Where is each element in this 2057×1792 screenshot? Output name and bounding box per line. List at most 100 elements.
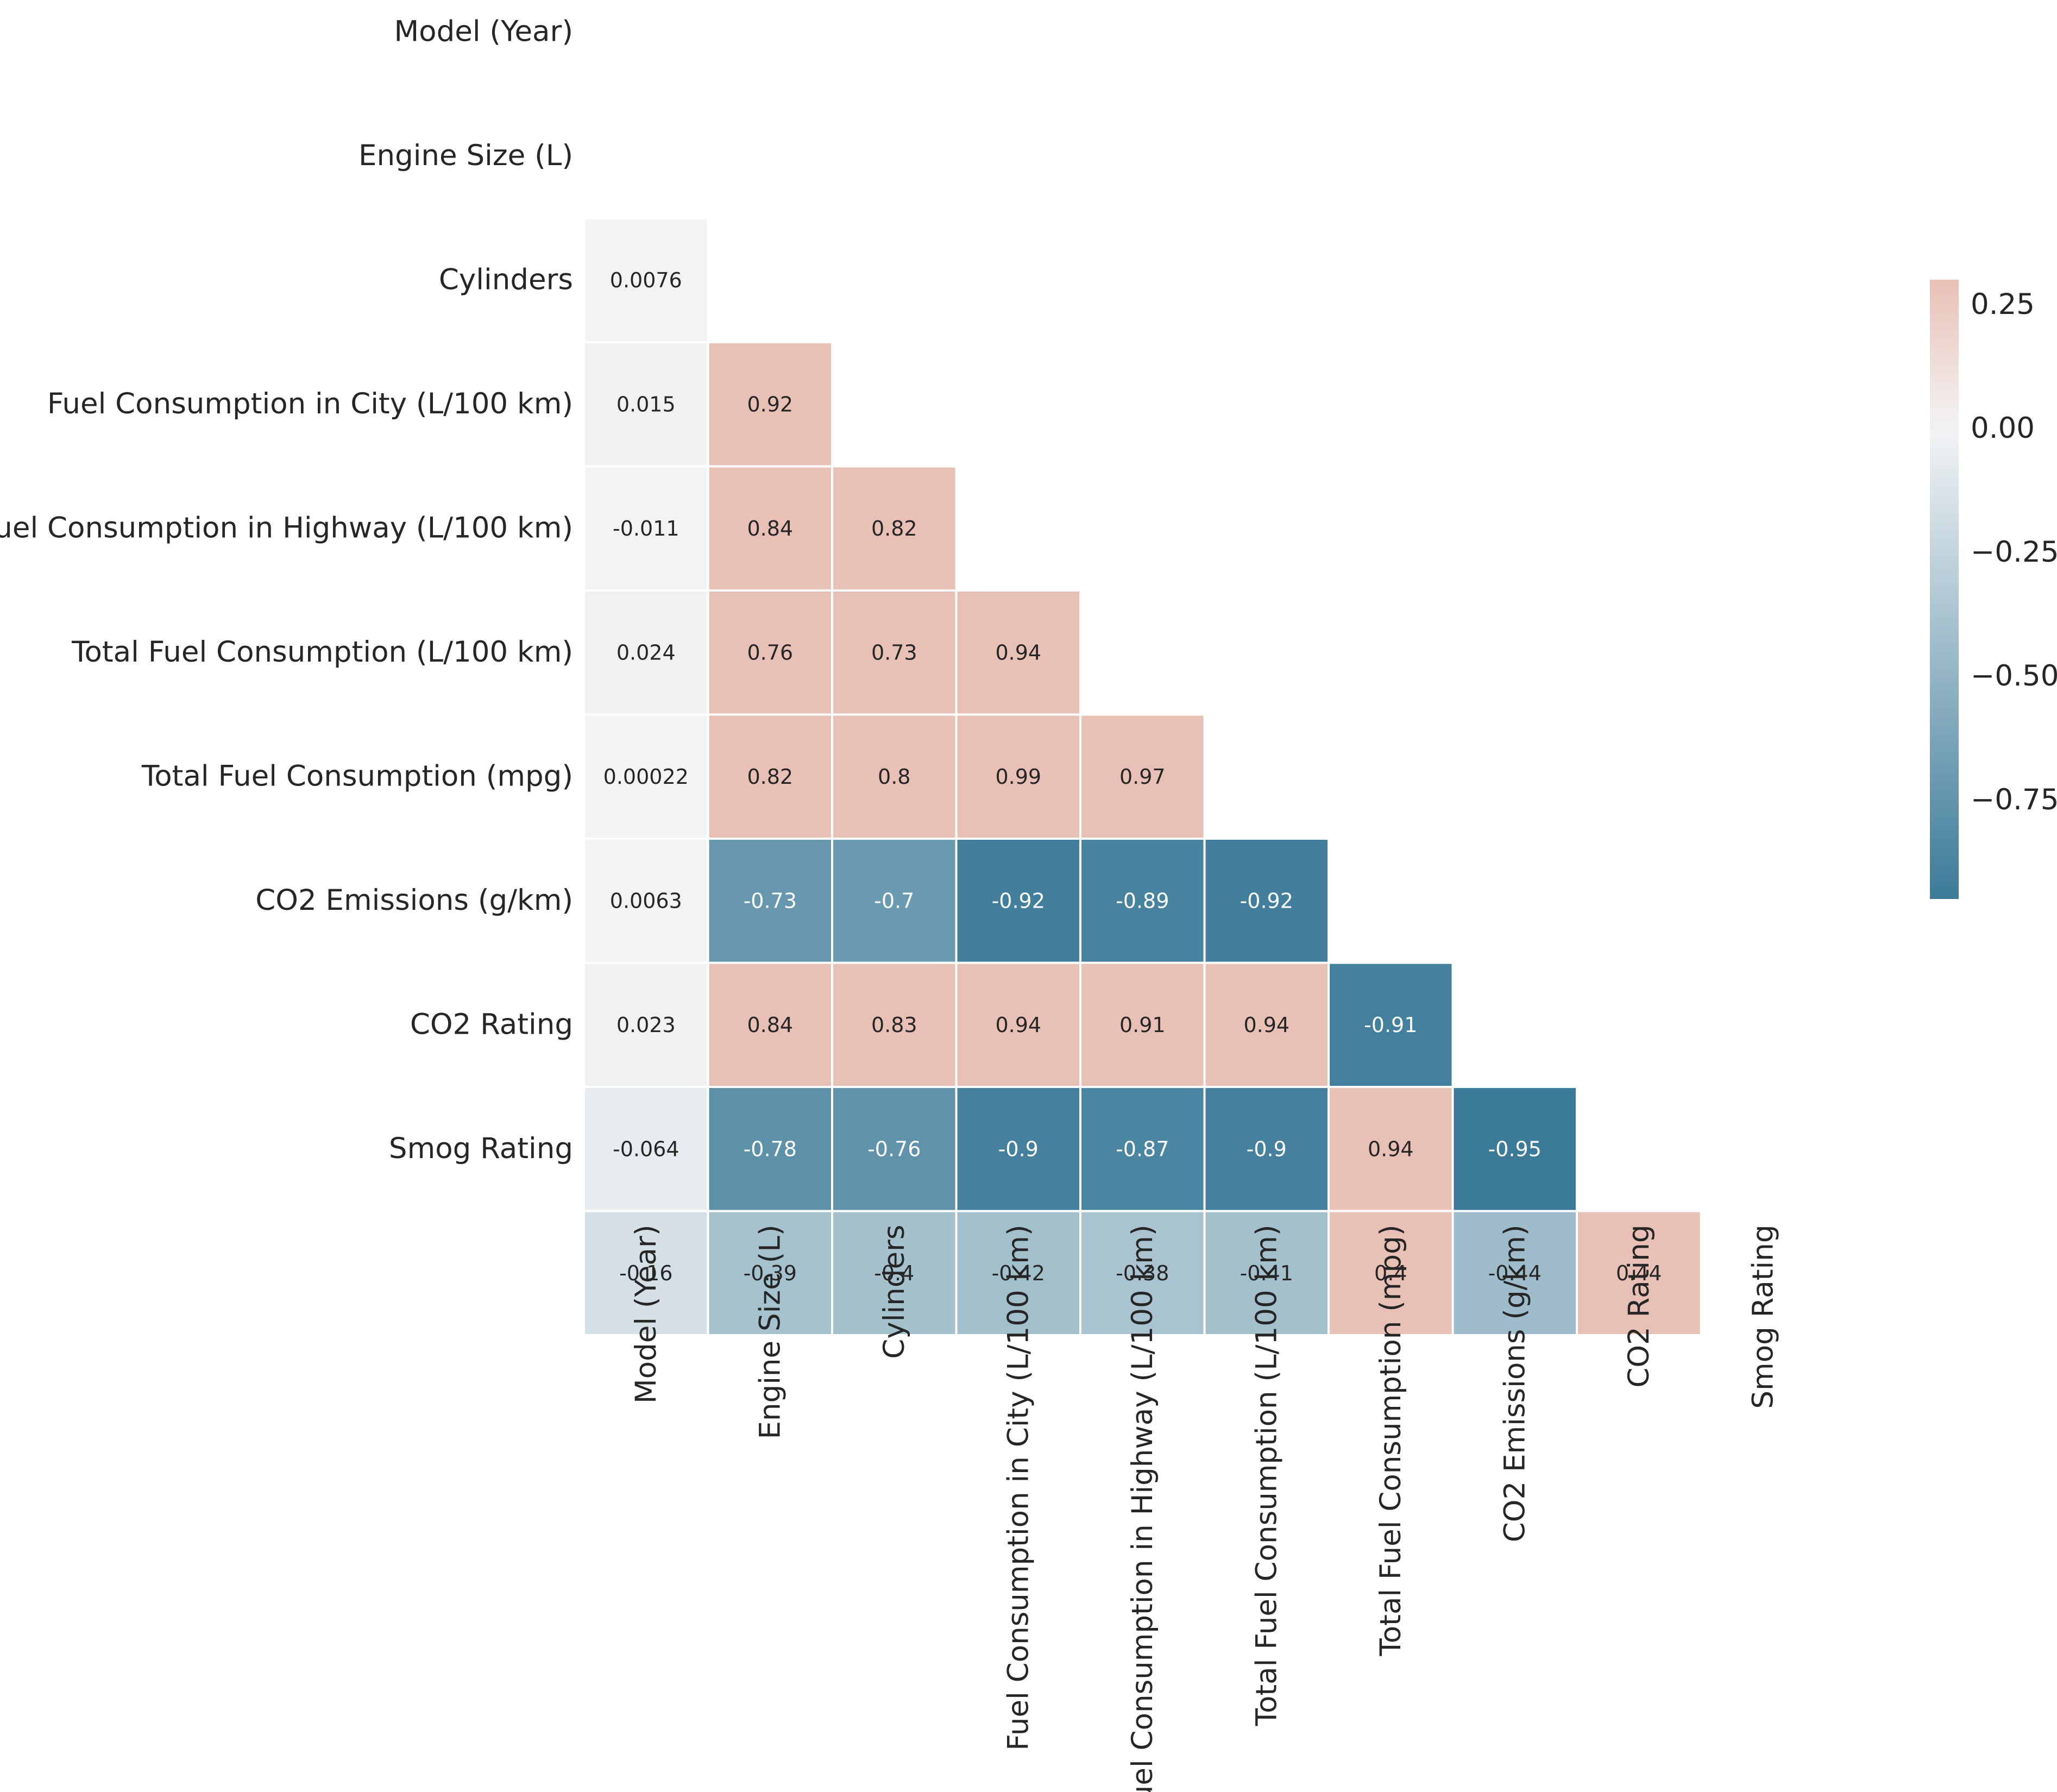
heatmap-cell [1203, 838, 1330, 964]
column-label: Total Fuel Consumption (mpg) [1374, 1225, 1407, 1657]
cell-value-label: -0.42 [992, 1261, 1045, 1285]
row-label: Total Fuel Consumption (mpg) [141, 760, 573, 793]
cell-value-label: 0.82 [871, 517, 917, 540]
cell-value-label: -0.16 [619, 1261, 672, 1285]
cell-value-label: 0.99 [995, 765, 1041, 789]
row-label: Model (Year) [394, 15, 573, 48]
cell-value-label: 0.00022 [603, 765, 689, 789]
cell-value-label: 0.0063 [610, 889, 682, 913]
cell-value-label: -0.4 [874, 1261, 914, 1285]
heatmap-cell [831, 1086, 958, 1212]
heatmap-cell [831, 1210, 958, 1336]
cell-value-label: 0.73 [871, 640, 917, 664]
heatmap-cell [955, 838, 1081, 964]
cell-value-label: -0.38 [1116, 1261, 1169, 1285]
heatmap-cell [1328, 1086, 1454, 1212]
heatmap-cell [583, 961, 709, 1088]
heatmap-cell [707, 589, 833, 716]
cell-value-label: 0.94 [1368, 1137, 1414, 1161]
heatmap-cell [831, 589, 958, 716]
heatmap-cell [583, 1210, 709, 1336]
cell-value-label: -0.39 [744, 1261, 797, 1285]
heatmap-cell [831, 961, 958, 1088]
colorbar-tick-label: 0.25 [1971, 288, 2035, 321]
column-label: Smog Rating [1746, 1225, 1779, 1409]
heatmap-cell [583, 217, 709, 343]
cell-value-label: -0.9 [1247, 1137, 1287, 1161]
cell-value-label: 0.92 [747, 392, 793, 416]
cell-value-label: 0.4 [1374, 1261, 1407, 1285]
heatmap-cell [1451, 1086, 1578, 1212]
heatmap-cell [707, 341, 833, 468]
row-label: Engine Size (L) [358, 139, 573, 172]
cell-value-label: -0.92 [1240, 889, 1293, 913]
cell-value-label: -0.76 [867, 1137, 921, 1161]
cell-value-label: -0.89 [1116, 889, 1169, 913]
column-label: Cylinders [878, 1225, 911, 1359]
heatmap-cell [955, 961, 1081, 1088]
column-label: Fuel Consumption in City (L/100 km) [1002, 1225, 1035, 1751]
heatmap-cell [707, 1210, 833, 1336]
cell-value-label: 0.015 [617, 392, 676, 416]
row-label: CO2 Rating [410, 1008, 573, 1041]
heatmap-cell [955, 713, 1081, 840]
heatmap-cell [707, 838, 833, 964]
heatmap-cell [583, 341, 709, 468]
cell-value-label: -0.87 [1116, 1137, 1169, 1161]
cell-value-label: -0.7 [874, 889, 914, 913]
cell-value-label: 0.44 [1616, 1261, 1662, 1285]
cell-value-label: -0.41 [1240, 1261, 1293, 1285]
row-label: Cylinders [439, 263, 573, 297]
cell-value-label: 0.94 [1243, 1013, 1289, 1037]
heatmap-cell [955, 589, 1081, 716]
cell-value-label: 0.023 [617, 1013, 676, 1037]
row-label: Total Fuel Consumption (L/100 km) [71, 636, 573, 669]
column-label: CO2 Rating [1622, 1225, 1656, 1388]
colorbar-tick-label: −0.25 [1971, 536, 2057, 569]
cell-value-labels: 0.0076 0.015 0.92 -0.011 0.84 0.82 0.024 0.76 0.… [603, 268, 1662, 1285]
cell-value-label: 0.84 [747, 517, 793, 540]
cell-value-label: 0.84 [747, 1013, 793, 1037]
cell-value-label: 0.91 [1119, 1013, 1166, 1037]
cell-value-label: 0.94 [995, 640, 1041, 664]
row-labels: Model (Year) Engine Size (L) Cylinders Fuel… [0, 15, 573, 1166]
heatmap-cell [1328, 1210, 1454, 1336]
column-label: CO2 Emissions (g/km) [1498, 1225, 1531, 1543]
cell-value-label: -0.9 [998, 1137, 1039, 1161]
row-label: Smog Rating [389, 1132, 573, 1165]
heatmap-cell [1451, 1210, 1578, 1336]
heatmap-cell [583, 1086, 709, 1212]
cell-value-label: 0.024 [617, 640, 676, 664]
heatmap-cell [831, 838, 958, 964]
heatmap-cell [707, 1086, 833, 1212]
column-labels: Model (Year) Engine Size (L) Cylinders Fuel… [630, 1225, 1780, 1792]
heatmap-cell [583, 838, 709, 964]
cell-value-label: -0.73 [744, 889, 797, 913]
cell-value-label: 0.83 [871, 1013, 917, 1037]
column-label: Total Fuel Consumption (L/100 km) [1250, 1225, 1283, 1727]
heatmap-cell [831, 713, 958, 840]
cell-value-label: 0.0076 [610, 268, 682, 292]
colorbar-tick-label: 0.00 [1971, 412, 2035, 445]
colorbar-tick-label: −0.50 [1971, 659, 2057, 693]
heatmap-cell [707, 713, 833, 840]
colorbar-tick-label: −0.75 [1971, 783, 2057, 816]
cell-value-label: 0.82 [747, 765, 793, 789]
row-label: Fuel Consumption in City (L/100 km) [47, 387, 573, 420]
row-label: CO2 Emissions (g/km) [255, 884, 573, 917]
colorbar: 0.25 0.00 −0.25 −0.50 −0.75 [1930, 280, 2057, 899]
heatmap-cell [1079, 1210, 1206, 1336]
heatmap-cell [1576, 1210, 1702, 1336]
cell-value-label: -0.011 [613, 517, 680, 540]
cell-value-label: 0.97 [1119, 765, 1166, 789]
cell-value-label: -0.78 [744, 1137, 797, 1161]
column-label: Fuel Consumption in Highway (L/100 km) [1126, 1225, 1159, 1792]
heatmap-cell [707, 961, 833, 1088]
cell-value-label: 0.94 [995, 1013, 1041, 1037]
cell-value-label: 0.8 [878, 765, 910, 789]
cell-value-label: 0.76 [747, 640, 793, 664]
colorbar-gradient [1930, 280, 1959, 899]
cell-value-label: -0.064 [613, 1137, 680, 1161]
column-label: Model (Year) [630, 1225, 663, 1404]
